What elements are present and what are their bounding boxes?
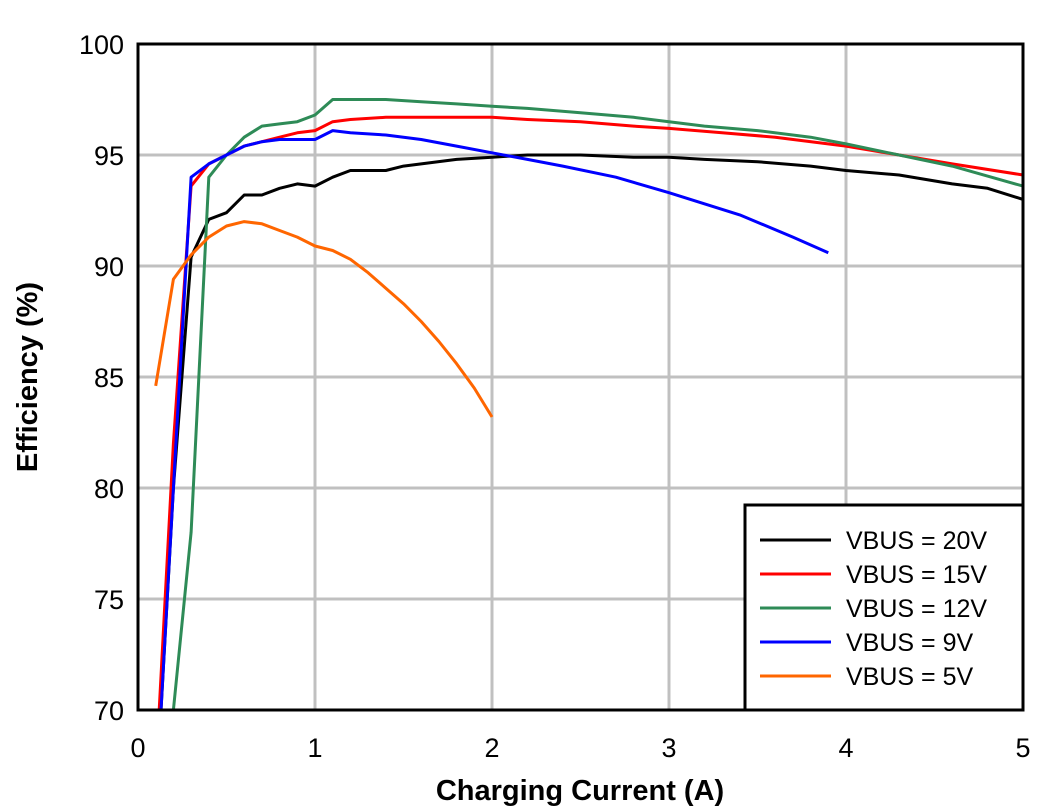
legend: VBUS = 20V VBUS = 15V VBUS = 12V VBUS = 9V V… [743, 503, 1025, 712]
series-line-0 [159, 153, 1024, 711]
y-axis-ticks: 70 75 80 85 90 95 100 [79, 30, 124, 726]
y-tick-label: 100 [79, 30, 124, 60]
legend-label: VBUS = 12V [846, 595, 987, 623]
y-tick-label: 80 [94, 474, 124, 504]
legend-label: VBUS = 15V [846, 561, 987, 589]
x-tick-label: 1 [307, 733, 322, 763]
x-axis-ticks: 0 1 2 3 4 5 [130, 733, 1030, 763]
legend-label: VBUS = 9V [846, 629, 973, 657]
legend-label: VBUS = 20V [846, 527, 987, 555]
y-tick-label: 90 [94, 252, 124, 282]
legend-label: VBUS = 5V [846, 663, 973, 691]
x-tick-label: 3 [661, 733, 676, 763]
series-line-2 [171, 98, 1024, 711]
x-tick-label: 2 [484, 733, 499, 763]
series-line-3 [159, 129, 829, 711]
x-tick-label: 4 [838, 733, 853, 763]
x-tick-label: 0 [130, 733, 145, 763]
x-axis-label: Charging Current (A) [436, 775, 724, 807]
y-tick-label: 75 [94, 585, 124, 615]
y-tick-label: 85 [94, 363, 124, 393]
y-axis-label: Efficiency (%) [12, 282, 44, 472]
series-line-4 [154, 220, 494, 418]
data-series [154, 98, 1024, 711]
y-tick-label: 70 [94, 696, 124, 726]
y-tick-label: 95 [94, 141, 124, 171]
x-tick-label: 5 [1015, 733, 1030, 763]
plot-frame [136, 42, 1025, 712]
